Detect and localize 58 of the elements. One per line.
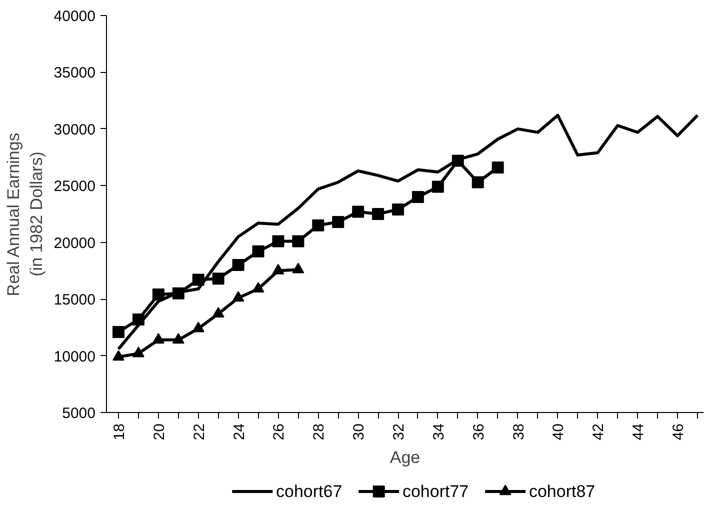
y-axis-title: Real Annual Earnings (in 1982 Dollars) [4,132,46,296]
point [112,326,124,338]
x-tick-label: 24 [230,423,248,440]
point [192,322,204,332]
point [152,333,164,344]
y-tick-label: 40000 [54,8,96,25]
point [132,346,144,358]
point [412,190,424,203]
point [492,161,504,174]
point [312,219,324,232]
x-tick-label: 34 [430,423,448,440]
point [272,235,284,248]
point [132,313,144,326]
point [472,176,484,188]
x-tick-label: 42 [590,423,608,440]
point [212,272,224,285]
point [152,288,164,301]
x-tick-label: 26 [270,423,288,440]
x-tick-label: 20 [150,423,168,440]
point [252,245,264,258]
x-tick-label: 44 [630,423,648,440]
point [112,350,124,361]
x-tick-label: 32 [390,423,408,440]
point [452,154,464,167]
x-tick-label: 28 [310,423,328,440]
y-tick-label: 10000 [54,348,96,366]
x-tick-label: 46 [670,423,688,440]
y-tick-label: 30000 [54,121,96,138]
x-tick-label: 22 [190,423,208,440]
point [332,216,344,228]
y-tick-label: 20000 [54,234,96,252]
point [292,235,304,248]
x-tick-label: 30 [350,423,368,440]
point [352,206,364,218]
point [232,291,244,302]
y-tick-label: 15000 [54,292,96,309]
point [172,287,184,300]
x-tick-label: 38 [510,423,528,440]
point [432,180,444,193]
y-tick-label: 25000 [54,178,96,196]
legend-label: cohort87 [528,482,596,501]
point [292,262,304,274]
point [372,208,384,220]
legend-label: cohort67 [276,482,342,501]
point [252,282,264,293]
point [212,306,224,318]
legend-label: cohort77 [402,482,469,501]
point [392,203,404,216]
x-tick-label: 36 [470,423,488,440]
point [232,259,244,272]
y-tick-label: 35000 [54,64,96,82]
point [172,333,184,344]
x-tick-label: 18 [110,423,128,440]
x-axis-title: Age [390,448,420,468]
x-tick-label: 40 [550,423,568,440]
point [272,264,284,274]
point [192,274,204,286]
y-tick-label: 5000 [62,405,96,422]
